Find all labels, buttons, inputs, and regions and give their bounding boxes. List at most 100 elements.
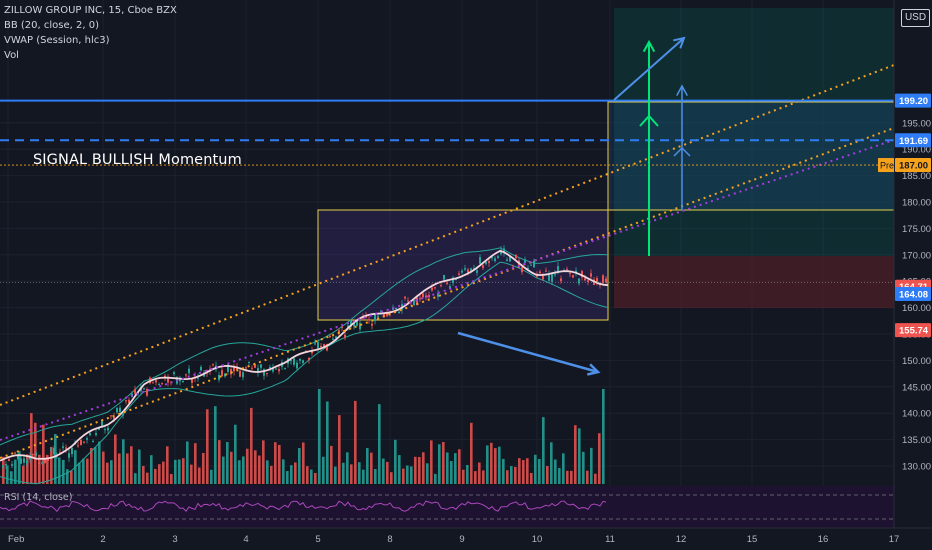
volume-bar xyxy=(338,415,341,484)
volume-bar xyxy=(266,460,269,484)
volume-bar xyxy=(466,465,469,484)
candle-body xyxy=(476,270,478,273)
candle-body xyxy=(221,370,223,377)
volume-bar xyxy=(278,444,281,484)
volume-bar xyxy=(534,454,537,484)
candle-body xyxy=(587,280,589,282)
time-axis: Feb 2 3 4 5 8 9 10 11 12 15 16 17 xyxy=(0,527,932,550)
volume-bar xyxy=(222,456,225,484)
candle-body xyxy=(224,373,226,377)
symbol-title[interactable]: ZILLOW GROUP INC, 15, Cboe BZX xyxy=(4,5,177,16)
volume-bar xyxy=(470,422,473,484)
candle-body xyxy=(212,364,214,366)
price-tag-label: 164.08 xyxy=(899,290,928,301)
candle-body xyxy=(605,278,607,283)
currency-button[interactable]: USD xyxy=(901,9,930,27)
time-tick-label: 16 xyxy=(818,534,829,545)
bb-legend[interactable]: BB (20, close, 2, 0) xyxy=(4,20,99,31)
candle-body xyxy=(416,297,418,306)
candle-body xyxy=(503,248,505,254)
rsi-line xyxy=(0,500,607,513)
drawing-arrows xyxy=(457,36,691,376)
candle-body xyxy=(434,287,436,289)
candle-body xyxy=(77,445,79,447)
volume-bar xyxy=(298,448,301,484)
candle-body xyxy=(545,270,547,272)
signal-annotation[interactable]: SIGNAL BULLISH Momentum xyxy=(33,152,242,168)
price-axis: 130.00135.00140.00145.00150.00155.00160.… xyxy=(878,0,932,550)
volume-bar xyxy=(578,428,581,484)
candle-body xyxy=(98,427,100,430)
price-tick-label: 195.00 xyxy=(902,118,931,129)
candle-body xyxy=(359,323,361,330)
price-tick-label: 190.00 xyxy=(902,145,931,156)
candle-body xyxy=(2,465,4,468)
candle-body xyxy=(293,358,295,365)
volume-bar xyxy=(390,472,393,484)
price-tick-label: 135.00 xyxy=(902,435,931,446)
candle-body xyxy=(35,452,37,456)
volume-bars xyxy=(2,389,605,484)
candle-body xyxy=(11,464,13,466)
time-tick-label: 12 xyxy=(676,534,687,545)
volume-bar xyxy=(54,434,57,484)
candle-body xyxy=(395,308,397,310)
candle-body xyxy=(386,312,388,317)
candle-body xyxy=(86,438,88,440)
candle-body xyxy=(596,278,598,283)
volume-bar xyxy=(110,460,113,484)
candle-body xyxy=(602,275,604,283)
candle-body xyxy=(398,311,400,313)
candle-body xyxy=(590,273,592,277)
volume-bar xyxy=(294,462,297,484)
candle-body xyxy=(23,458,25,463)
candle-body xyxy=(257,368,259,373)
volume-bar xyxy=(358,462,361,484)
volume-bar xyxy=(562,453,565,484)
candle-body xyxy=(47,458,49,461)
candle-body xyxy=(32,453,34,455)
candle-body xyxy=(122,414,124,416)
candle-body xyxy=(233,366,235,372)
volume-bar xyxy=(26,454,29,484)
volume-bar xyxy=(594,473,597,484)
price-tick-label: 130.00 xyxy=(902,462,931,473)
volume-bar xyxy=(538,458,541,484)
volume-bar xyxy=(214,406,217,484)
volume-bar xyxy=(318,389,321,484)
candle-body xyxy=(422,293,424,298)
candle-body xyxy=(107,427,109,431)
blue-arrow-down-head xyxy=(587,363,601,376)
candle-body xyxy=(344,334,346,338)
candle-body xyxy=(248,361,250,363)
candle-body xyxy=(380,310,382,312)
vol-legend[interactable]: Vol xyxy=(4,50,19,61)
green-arrow-tick xyxy=(639,114,659,127)
vwap-legend[interactable]: VWAP (Session, hlc3) xyxy=(4,35,110,46)
volume-bar xyxy=(330,445,333,484)
candle-body xyxy=(296,362,298,369)
volume-bar xyxy=(98,441,101,484)
time-tick-label: 9 xyxy=(459,534,464,545)
rsi-legend[interactable]: RSI (14, close) xyxy=(4,492,73,503)
volume-bar xyxy=(154,468,157,484)
volume-bar xyxy=(150,455,153,484)
volume-bar xyxy=(462,469,465,484)
volume-bar xyxy=(146,472,149,484)
volume-bar xyxy=(94,447,97,484)
price-tag xyxy=(895,93,931,108)
candle-body xyxy=(101,419,103,426)
candle-body xyxy=(506,259,508,261)
volume-bar xyxy=(554,459,557,484)
candle-body xyxy=(80,439,82,445)
candle-body xyxy=(182,381,184,383)
price-tag-label: 187.00 xyxy=(899,161,928,172)
volume-bar xyxy=(166,446,169,484)
candle-body xyxy=(59,452,61,454)
price-tick-label: 140.00 xyxy=(902,409,931,420)
volume-bar xyxy=(134,473,137,484)
pre-tag-label: Pre xyxy=(880,161,894,171)
bb-lower xyxy=(0,261,609,485)
volume-bar xyxy=(230,451,233,484)
